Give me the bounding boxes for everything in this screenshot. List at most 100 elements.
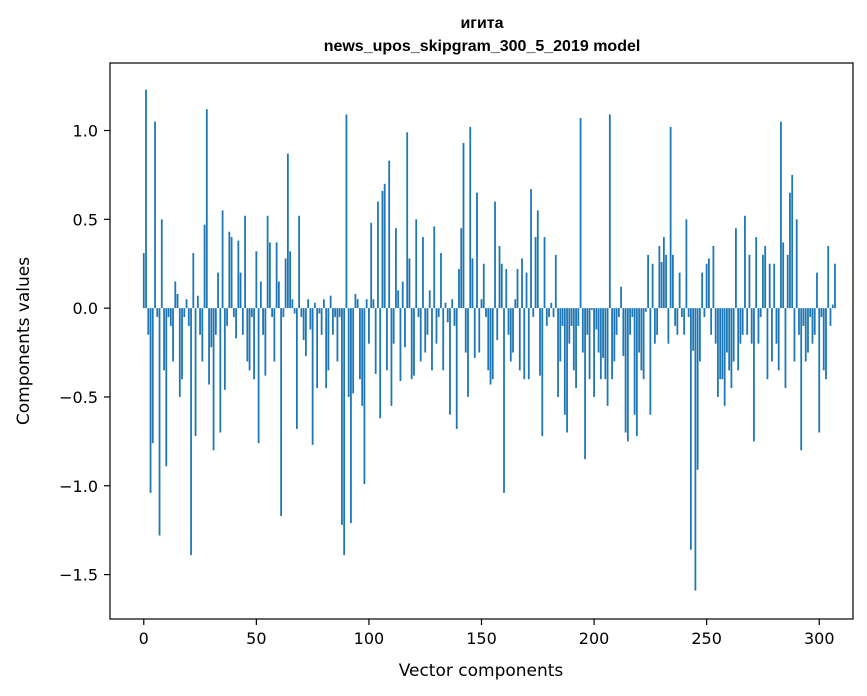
bar-46 xyxy=(246,308,249,362)
bars-group xyxy=(142,89,836,591)
bar-235 xyxy=(671,254,674,309)
bar-41 xyxy=(235,308,237,339)
bar-70 xyxy=(300,308,303,318)
bar-138 xyxy=(453,308,456,326)
x-tick-label: 0 xyxy=(139,629,149,648)
bar-256 xyxy=(719,308,722,380)
bar-59 xyxy=(275,242,278,309)
bar-35 xyxy=(221,210,224,309)
y-tick-label: 0.0 xyxy=(73,299,98,318)
bar-207 xyxy=(608,114,611,309)
bar-58 xyxy=(273,308,276,362)
bar-276 xyxy=(764,245,767,309)
bar-232 xyxy=(665,254,668,309)
bar-78 xyxy=(318,308,321,314)
bar-135 xyxy=(446,308,449,323)
bar-171 xyxy=(527,308,530,380)
chart-title: игита xyxy=(460,15,503,32)
bar-283 xyxy=(780,121,782,309)
bar-259 xyxy=(726,308,728,353)
bar-134 xyxy=(444,302,447,309)
bar-44 xyxy=(241,308,244,335)
bar-301 xyxy=(820,308,823,318)
bar-121 xyxy=(415,219,418,309)
bar-125 xyxy=(424,308,427,353)
bar-118 xyxy=(408,258,411,309)
x-tick-label: 200 xyxy=(579,629,610,648)
bar-183 xyxy=(554,254,557,309)
bar-2 xyxy=(147,308,150,335)
bar-18 xyxy=(183,308,186,318)
bar-201 xyxy=(595,308,598,330)
bar-204 xyxy=(602,308,604,358)
bar-291 xyxy=(798,308,800,335)
bar-290 xyxy=(795,219,798,309)
bar-100 xyxy=(368,308,370,344)
bar-38 xyxy=(228,231,231,309)
bar-200 xyxy=(593,308,595,397)
bar-56 xyxy=(268,242,271,309)
bar-246 xyxy=(696,308,699,470)
bar-216 xyxy=(629,308,631,335)
bar-28 xyxy=(205,109,208,309)
bar-266 xyxy=(741,308,744,335)
bar-271 xyxy=(753,308,755,442)
bar-24 xyxy=(196,295,199,309)
bar-110 xyxy=(390,308,393,406)
bar-172 xyxy=(530,189,532,309)
bar-10 xyxy=(165,308,168,467)
bar-76 xyxy=(313,302,316,309)
bar-164 xyxy=(512,308,514,353)
bar-81 xyxy=(325,308,328,389)
bar-117 xyxy=(406,132,409,309)
bar-145 xyxy=(469,126,472,309)
bar-22 xyxy=(192,253,195,309)
bar-79 xyxy=(320,308,323,335)
bar-49 xyxy=(253,308,255,380)
bar-67 xyxy=(293,308,296,314)
bar-240 xyxy=(683,308,686,335)
bar-146 xyxy=(471,258,474,309)
bar-43 xyxy=(239,272,242,309)
bar-66 xyxy=(291,299,294,309)
bar-289 xyxy=(793,308,796,362)
bar-226 xyxy=(651,263,654,309)
y-tick-label: −0.5 xyxy=(59,388,98,407)
bar-124 xyxy=(422,237,424,309)
bar-147 xyxy=(473,308,476,358)
bar-229 xyxy=(658,245,661,309)
bar-218 xyxy=(633,308,636,415)
bar-299 xyxy=(816,272,818,309)
bar-25 xyxy=(199,308,201,335)
bar-162 xyxy=(507,308,510,335)
bar-29 xyxy=(208,308,210,385)
bar-251 xyxy=(708,258,710,309)
bar-279 xyxy=(771,308,773,362)
bar-286 xyxy=(786,254,789,309)
bar-34 xyxy=(219,308,222,433)
bar-282 xyxy=(777,308,780,371)
bar-51 xyxy=(257,308,260,444)
bar-115 xyxy=(401,281,404,309)
bar-64 xyxy=(286,153,289,309)
bar-85 xyxy=(334,308,337,318)
bar-14 xyxy=(174,281,177,309)
bar-303 xyxy=(825,308,827,380)
bar-130 xyxy=(435,308,438,344)
bar-155 xyxy=(491,308,494,380)
bar-285 xyxy=(784,308,787,389)
bar-154 xyxy=(489,308,492,385)
bar-65 xyxy=(289,251,292,309)
bar-69 xyxy=(298,215,301,309)
bar-68 xyxy=(295,308,298,429)
bar-19 xyxy=(185,299,188,309)
bar-80 xyxy=(322,299,325,309)
bar-158 xyxy=(498,245,501,309)
bar-234 xyxy=(669,126,672,309)
bar-191 xyxy=(572,308,575,371)
bar-71 xyxy=(302,308,305,341)
bar-206 xyxy=(606,308,609,406)
bar-169 xyxy=(523,308,526,380)
bar-128 xyxy=(431,308,433,371)
